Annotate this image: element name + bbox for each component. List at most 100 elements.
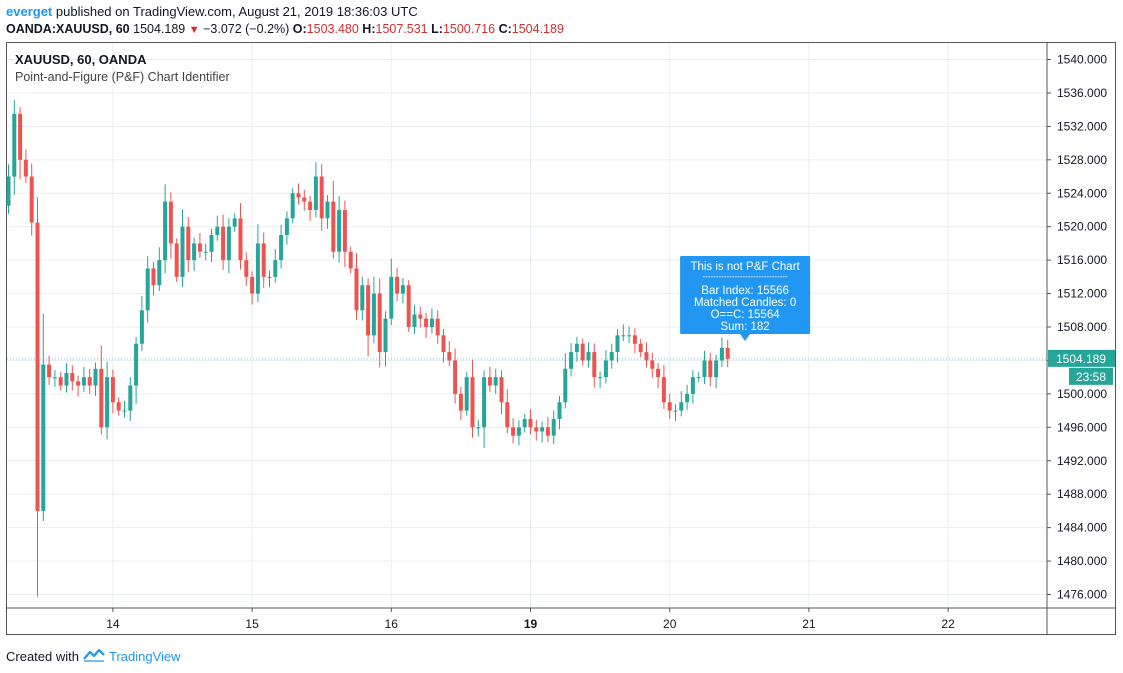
candle-body [52, 377, 57, 379]
last-price-badge [1048, 349, 1115, 367]
y-tick-label: 1496.000 [1057, 420, 1107, 434]
candle-body [429, 318, 434, 327]
candle-body [226, 226, 231, 261]
candle-body [18, 113, 23, 160]
candle-body [708, 360, 713, 378]
candle-body [621, 335, 626, 337]
y-tick-label: 1484.000 [1057, 521, 1107, 535]
candle-body [389, 276, 394, 319]
price-change: −3.072 (−0.2%) [203, 22, 290, 36]
candle-body [279, 235, 284, 261]
tradingview-logo-icon[interactable] [83, 648, 105, 665]
candle-body [342, 209, 347, 252]
candle-body [290, 193, 295, 219]
candle-body [574, 343, 579, 353]
indicator-tooltip [680, 256, 811, 334]
tooltip-line: -------------------------------- [702, 272, 788, 281]
candle-body [528, 418, 533, 428]
last-price: 1504.189 [133, 22, 186, 36]
candle-body [551, 418, 556, 436]
y-tick-label: 1536.000 [1057, 86, 1107, 100]
y-tick-label: 1540.000 [1057, 53, 1107, 67]
candle-body [656, 368, 661, 378]
candle-body [545, 427, 550, 436]
candle-body [319, 176, 324, 219]
candle-body [383, 318, 388, 353]
tooltip-line: O==C: 15564 [711, 309, 781, 321]
tooltip-line: Bar Index: 15566 [701, 285, 789, 297]
candle-body [464, 377, 469, 411]
symbol-info-bar: OANDA:XAUUSD, 60 1504.189 ▼ −3.072 (−0.2… [6, 22, 564, 36]
candle-body [134, 343, 139, 386]
close-label: C: [498, 22, 512, 36]
candle-body [615, 335, 620, 353]
candle-body [609, 352, 614, 361]
x-tick-label: 15 [245, 617, 259, 631]
y-tick-label: 1512.000 [1057, 287, 1107, 301]
x-tick-label: 16 [385, 617, 399, 631]
publish-text: published on TradingView.com, August 21,… [55, 4, 418, 19]
candle-body [308, 201, 313, 210]
x-tick-label: 19 [524, 617, 538, 631]
high-value: 1507.531 [375, 22, 428, 36]
candle-body [110, 377, 115, 403]
candle-body [197, 243, 202, 252]
footer: Created with TradingView [6, 648, 181, 665]
symbol-name: OANDA:XAUUSD, 60 [6, 22, 130, 36]
chart-symbol-legend: XAUUSD, 60, OANDA [15, 52, 147, 67]
candle-body [128, 385, 133, 411]
candle-body [250, 276, 255, 294]
candle-body [163, 201, 168, 261]
candle-body [522, 418, 527, 428]
candle-body [232, 218, 237, 227]
candle-body [122, 410, 127, 412]
candle-body [418, 314, 423, 319]
indicator-legend[interactable]: Point-and-Figure (P&F) Chart Identifier [15, 70, 230, 84]
last-price-label: 1504.189 [1056, 352, 1106, 366]
candle-body [685, 393, 690, 403]
candle-body [447, 352, 452, 361]
candle-body [690, 377, 695, 394]
candle-body [215, 226, 220, 236]
candle-body [180, 226, 185, 277]
candle-body [337, 209, 342, 252]
candle-body [377, 293, 382, 353]
y-tick-label: 1500.000 [1057, 387, 1107, 401]
publish-info: everget published on TradingView.com, Au… [6, 4, 418, 19]
candle-body [93, 368, 98, 386]
x-tick-label: 21 [802, 617, 816, 631]
candle-body [261, 243, 266, 277]
candle-body [679, 402, 684, 411]
candle-body [302, 197, 307, 202]
tooltip-line: This is not P&F Chart [690, 261, 800, 273]
open-value: 1503.480 [306, 22, 359, 36]
y-tick-label: 1488.000 [1057, 487, 1107, 501]
candle-body [244, 260, 249, 277]
y-tick-label: 1508.000 [1057, 320, 1107, 334]
candle-body [650, 360, 655, 369]
candle-body [632, 335, 637, 344]
candle-body [638, 343, 643, 353]
candle-body [174, 243, 179, 277]
y-tick-label: 1476.000 [1057, 588, 1107, 602]
candle-body [255, 243, 260, 294]
low-label: L: [431, 22, 443, 36]
candle-body [47, 364, 52, 378]
candle-body [325, 201, 330, 219]
tradingview-brand[interactable]: TradingView [108, 649, 181, 664]
candle-body [412, 314, 417, 327]
candle-body [35, 222, 40, 511]
chart-frame[interactable] [6, 42, 1116, 635]
y-tick-label: 1516.000 [1057, 253, 1107, 267]
countdown-label: 23:58 [1076, 370, 1106, 384]
candle-body [6, 176, 11, 206]
candle-body [667, 402, 672, 411]
candle-body [116, 402, 121, 411]
candle-body [354, 268, 359, 311]
candle-body [493, 377, 498, 386]
candle-body [487, 377, 492, 386]
candle-body [203, 251, 208, 253]
author-link[interactable]: everget [6, 4, 53, 19]
candle-body [99, 368, 104, 428]
